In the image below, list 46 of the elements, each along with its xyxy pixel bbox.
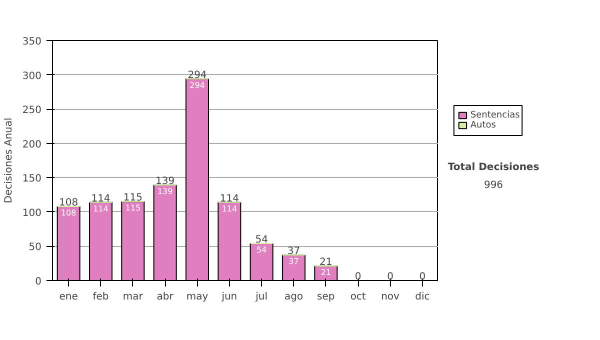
total-label: 0 [354,272,362,282]
total-label: 0 [387,272,394,282]
total-label: 114 [91,193,110,204]
y-tick-label: 150 [22,174,42,185]
y-tick-label: 0 [35,276,42,288]
data-label: 139 [157,187,173,196]
data-label: 115 [125,204,141,213]
total-label: 114 [220,193,239,204]
x-tick-label: ene [59,292,78,302]
x-tick-label: mar [122,292,144,302]
data-label: 294 [190,80,205,90]
text: 996 [484,180,504,191]
x-tick-label: may [186,292,208,302]
data-label: 21 [320,268,332,278]
total-label: 108 [59,197,78,208]
data-label: 114 [222,204,238,214]
legend-label: Autos [470,120,496,130]
total-label: 21 [320,257,332,268]
x-tick-label: feb [92,292,109,302]
y-axis-title: Decisiones Anual [3,118,14,204]
data-label: 114 [93,204,108,214]
x-tick-label: abr [156,292,174,302]
total-label: 294 [188,70,207,81]
total-label: 115 [123,192,142,204]
x-tick-label: sep [317,292,335,302]
y-tick-label: 300 [22,70,42,82]
data-label: 54 [256,245,267,254]
data-label: 108 [60,208,76,218]
y-tick-label: 100 [22,208,42,219]
y-tick-label: 350 [22,36,42,48]
y-tick-label: 250 [22,105,42,116]
y-tick-label: 50 [28,242,42,254]
x-tick-label: nov [381,292,400,302]
x-tick-label: jul [254,292,268,302]
total-label: 37 [287,246,300,258]
legend-label: Sentencias [470,110,520,120]
total-label: 54 [255,234,268,246]
total-label: 0 [419,272,426,282]
x-tick-label: ago [284,292,304,302]
x-tick-label: oct [350,292,366,302]
x-tick-label: jun [220,292,238,302]
text: Total Decisiones [448,162,540,173]
data-label: 37 [288,257,299,266]
y-tick-label: 200 [22,139,42,150]
x-tick-label: dic [415,292,430,302]
total-label: 139 [156,176,175,188]
